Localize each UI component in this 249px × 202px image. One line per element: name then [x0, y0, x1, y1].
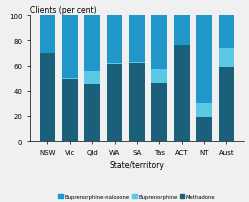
- Bar: [40, 16, 55, 54]
- Bar: [196, 118, 212, 141]
- Bar: [196, 16, 212, 104]
- Bar: [174, 46, 189, 141]
- Bar: [129, 62, 145, 64]
- Bar: [107, 16, 123, 64]
- Bar: [219, 16, 234, 49]
- Bar: [84, 16, 100, 71]
- Bar: [219, 67, 234, 141]
- Bar: [84, 85, 100, 141]
- Bar: [107, 65, 123, 141]
- Bar: [62, 80, 78, 141]
- Text: Clients (per cent): Clients (per cent): [30, 6, 97, 15]
- Bar: [62, 16, 78, 79]
- Bar: [107, 64, 123, 65]
- Bar: [196, 104, 212, 118]
- Bar: [129, 64, 145, 141]
- Bar: [129, 16, 145, 62]
- Bar: [174, 16, 189, 46]
- Bar: [219, 49, 234, 67]
- Bar: [151, 70, 167, 84]
- Bar: [151, 84, 167, 141]
- Bar: [40, 54, 55, 141]
- Bar: [151, 16, 167, 70]
- Bar: [84, 71, 100, 85]
- X-axis label: State/territory: State/territory: [110, 161, 164, 169]
- Bar: [62, 79, 78, 80]
- Legend: Buprenorphine-naloxone, Buprenorphine, Methadone: Buprenorphine-naloxone, Buprenorphine, M…: [56, 192, 218, 201]
